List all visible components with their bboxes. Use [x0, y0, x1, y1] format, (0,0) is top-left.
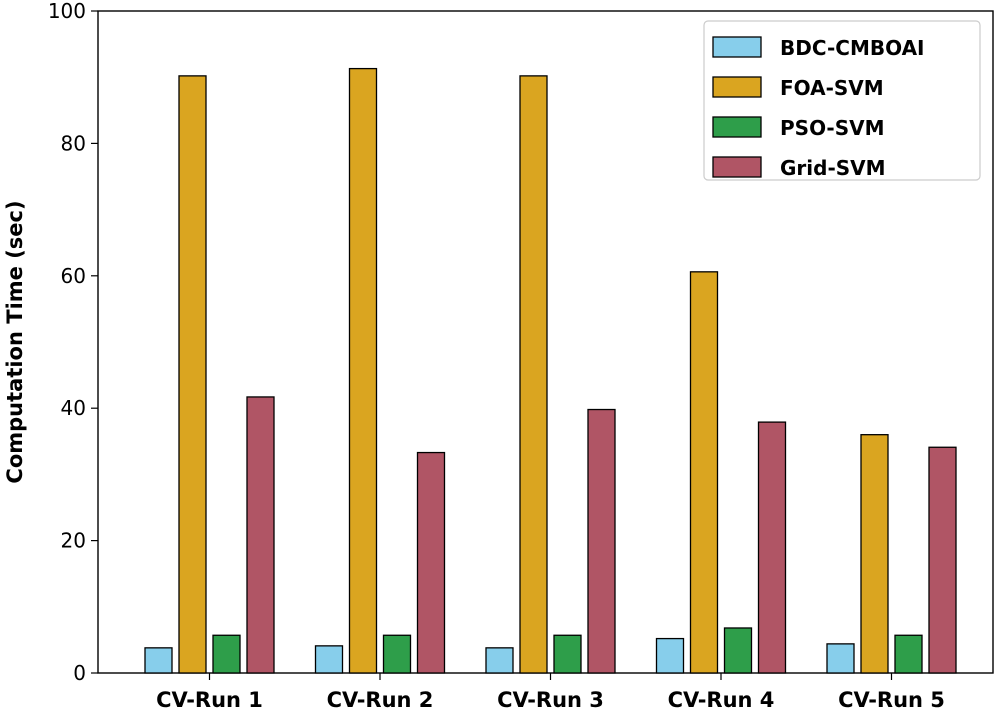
- y-tick-label: 60: [61, 264, 86, 288]
- plot-area: 0 20 40 60 80 100 CV-Run 1 CV-Run 2 CV-Run 3 CV-R…: [48, 0, 994, 712]
- legend-label: PSO-SVM: [780, 116, 885, 140]
- bar-foa-svm: [860, 434, 889, 674]
- legend-box: [703, 20, 981, 181]
- bar-pso-svm: [553, 634, 582, 674]
- bar-foa-svm: [178, 75, 207, 674]
- bar-grid-svm: [416, 451, 446, 674]
- bar-grid-svm: [246, 396, 275, 674]
- legend-swatch: [712, 116, 762, 138]
- x-tick-label: CV-Run 3: [497, 688, 604, 712]
- y-tick-label: 100: [48, 0, 86, 23]
- legend-label: BDC-CMBOAI: [780, 36, 925, 60]
- legend-swatch: [712, 156, 762, 178]
- x-tick-label: CV-Run 5: [838, 688, 945, 712]
- bar-grid-svm: [587, 408, 616, 674]
- bar-bdc-cmboai: [826, 643, 855, 674]
- x-tick-label: CV-Run 2: [327, 688, 434, 712]
- y-tick-label: 40: [61, 396, 86, 420]
- bar-foa-svm: [519, 75, 548, 674]
- legend-swatch: [712, 76, 762, 98]
- bar-bdc-cmboai: [144, 647, 173, 674]
- bar-foa-svm: [689, 271, 719, 674]
- bar-pso-svm: [894, 634, 923, 674]
- y-tick-label: 0: [73, 661, 86, 685]
- bar-grid-svm: [928, 446, 957, 674]
- legend-swatch: [712, 36, 762, 58]
- bar-pso-svm: [723, 627, 753, 674]
- y-tick-label: 20: [61, 529, 86, 553]
- y-tick-label: 80: [61, 131, 86, 155]
- x-tick-label: CV-Run 1: [156, 688, 263, 712]
- bar-bdc-cmboai: [485, 647, 514, 674]
- bar-grid-svm: [757, 421, 787, 674]
- bar-bdc-cmboai: [314, 645, 344, 674]
- legend-label: FOA-SVM: [780, 76, 884, 100]
- bar-pso-svm: [212, 634, 241, 674]
- bar-foa-svm: [348, 67, 378, 674]
- x-tick-label: CV-Run 4: [668, 688, 775, 712]
- bar-pso-svm: [382, 634, 412, 674]
- legend-label: Grid-SVM: [780, 156, 886, 180]
- y-axis-title: Computation Time (sec): [3, 200, 27, 483]
- bar-bdc-cmboai: [655, 637, 685, 674]
